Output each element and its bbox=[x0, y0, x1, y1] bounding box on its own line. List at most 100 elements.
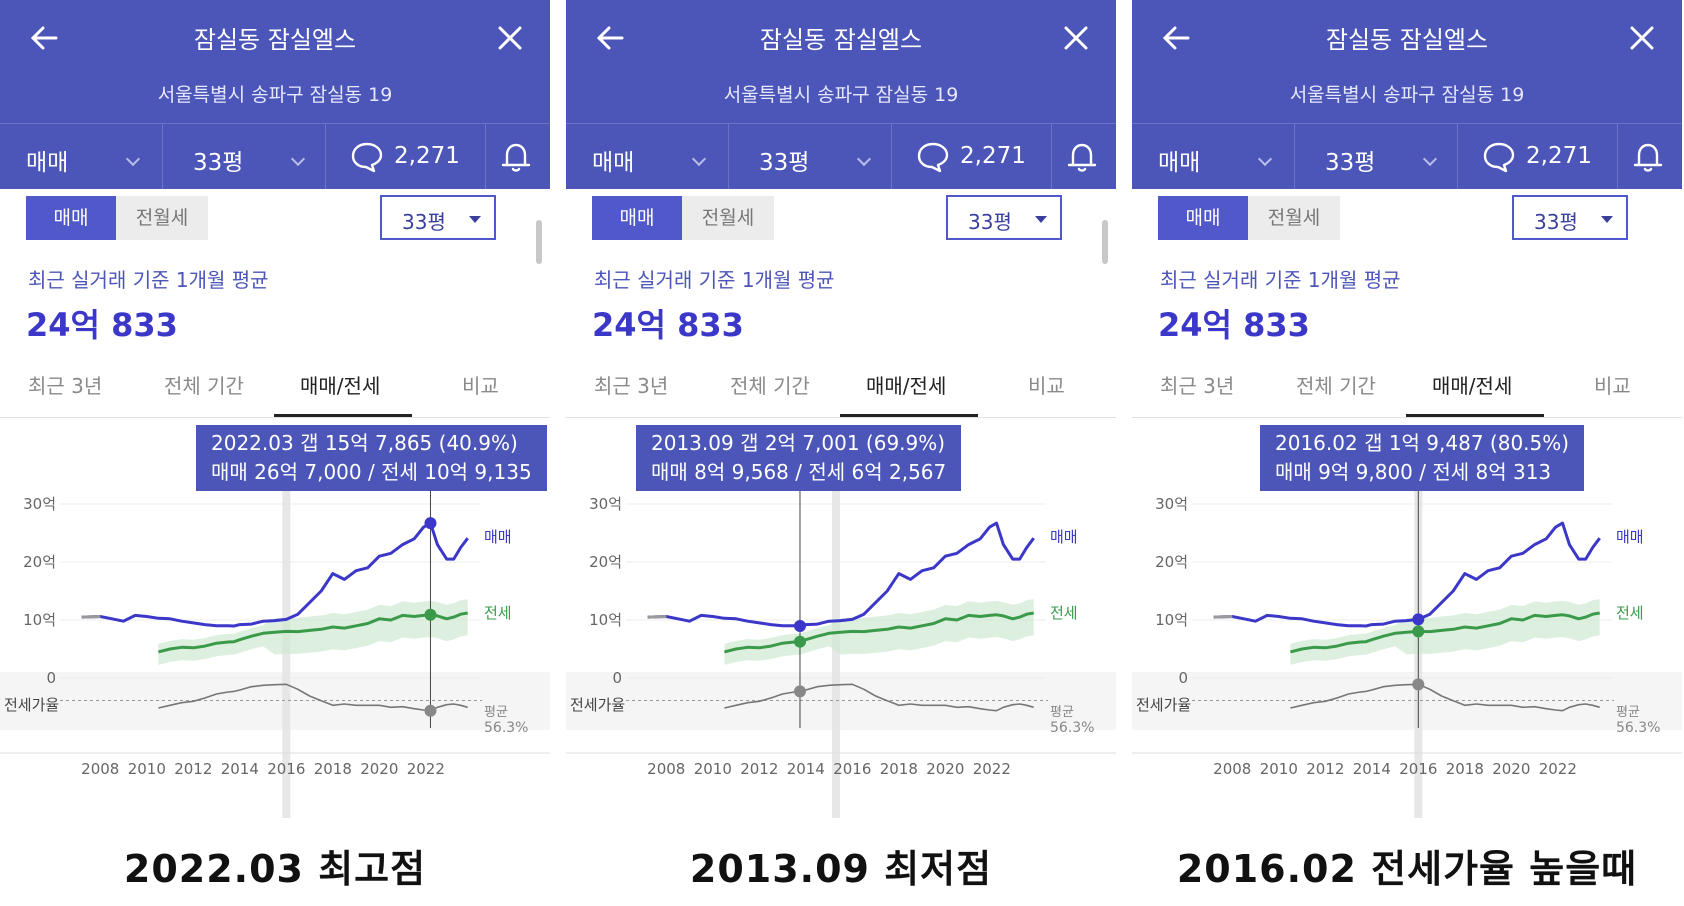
x-tick-label: 2014 bbox=[1353, 760, 1391, 778]
y-tick-label: 30억 bbox=[589, 495, 622, 513]
panel-1: 잠실동 잠실엘스 서울특별시 송파구 잠실동 19 매매 33평 2,271 매… bbox=[0, 0, 550, 820]
tooltip-line-1: 2016.02 갭 1억 9,487 (80.5%) bbox=[1275, 431, 1570, 455]
ratio-band bbox=[566, 672, 1116, 730]
price-chart[interactable]: 30억 20억 10억 0 2008 2010 2012 2014 2016 2018 2020 20… bbox=[1132, 418, 1682, 818]
arrow-left-icon[interactable] bbox=[590, 18, 630, 58]
bell-icon bbox=[501, 143, 531, 172]
close-icon[interactable] bbox=[1622, 18, 1662, 58]
x-tick-label: 2010 bbox=[1260, 760, 1298, 778]
bell-icon bbox=[1633, 143, 1663, 172]
area-select[interactable]: 33평 bbox=[729, 124, 892, 190]
price-chart[interactable]: 30억 20억 10억 0 2008 2010 2012 2014 2016 2018 2020 20… bbox=[0, 418, 550, 818]
toggle-sale[interactable]: 매매 bbox=[26, 196, 116, 240]
tooltip-line-2: 매매 9억 9,800 / 전세 8억 313 bbox=[1275, 460, 1552, 484]
area-select[interactable]: 33평 bbox=[1295, 124, 1458, 190]
trade-type-select[interactable]: 매매 bbox=[0, 124, 163, 190]
jeonse-series-label: 전세 bbox=[1616, 604, 1644, 622]
jeonse-series-label: 전세 bbox=[484, 604, 512, 622]
x-tick-label: 2018 bbox=[314, 760, 352, 778]
sale-series-label: 매매 bbox=[1050, 528, 1078, 546]
price-chart[interactable]: 30억 20억 10억 0 2008 2010 2012 2014 2016 2018 2020 20… bbox=[566, 418, 1116, 818]
address: 서울특별시 송파구 잠실동 19 bbox=[723, 84, 959, 106]
close-icon[interactable] bbox=[490, 18, 530, 58]
y-tick-label: 0 bbox=[1178, 669, 1188, 687]
tab-sale-jeonse[interactable]: 매매/전세 bbox=[300, 374, 381, 398]
notification-button[interactable] bbox=[486, 124, 550, 190]
notification-button[interactable] bbox=[1618, 124, 1682, 190]
speech-bubble-icon bbox=[351, 142, 383, 173]
y-tick-label: 20억 bbox=[1155, 553, 1188, 571]
page-title: 잠실동 잠실엘스 bbox=[1325, 26, 1489, 54]
y-tick-label: 10억 bbox=[589, 611, 622, 629]
jeonse-highlight-point bbox=[424, 608, 437, 621]
page-title: 잠실동 잠실엘스 bbox=[759, 26, 923, 54]
tab-recent-3y[interactable]: 최근 3년 bbox=[1160, 374, 1235, 398]
close-icon[interactable] bbox=[1056, 18, 1096, 58]
trade-type-select[interactable]: 매매 bbox=[1132, 124, 1295, 190]
tab-compare[interactable]: 비교 bbox=[1594, 374, 1631, 398]
tab-all-period[interactable]: 전체 기간 bbox=[1296, 374, 1376, 398]
arrow-left-icon[interactable] bbox=[24, 18, 64, 58]
y-tick-label: 10억 bbox=[1155, 611, 1188, 629]
ratio-average-value: 56.3% bbox=[1616, 720, 1660, 736]
tab-all-period[interactable]: 전체 기간 bbox=[164, 374, 244, 398]
area-select[interactable]: 33평 bbox=[163, 124, 326, 190]
sale-series-label: 매매 bbox=[484, 528, 512, 546]
sale-early-segment bbox=[1213, 615, 1233, 619]
x-tick-label: 2014 bbox=[787, 760, 825, 778]
comment-count: 2,271 bbox=[1526, 143, 1592, 169]
arrow-left-icon[interactable] bbox=[1156, 18, 1196, 58]
trade-type-select[interactable]: 매매 bbox=[566, 124, 729, 190]
chart-tooltip: 2022.03 갭 15억 7,865 (40.9%) 매매 26억 7,000… bbox=[196, 425, 547, 491]
trade-toggle: 매매 전월세 bbox=[26, 196, 208, 240]
toggle-sale[interactable]: 매매 bbox=[1158, 196, 1248, 240]
comments-button[interactable]: 2,271 bbox=[1458, 124, 1618, 190]
y-tick-label: 0 bbox=[46, 669, 56, 687]
x-tick-label: 2012 bbox=[174, 760, 212, 778]
ratio-average-value: 56.3% bbox=[484, 720, 528, 736]
toggle-rent[interactable]: 전월세 bbox=[701, 207, 755, 229]
area-dropdown[interactable]: 33평 bbox=[380, 195, 496, 240]
x-tick-label: 2016 bbox=[1399, 760, 1437, 778]
filter-bar: 매매 33평 2,271 bbox=[566, 123, 1116, 190]
trade-type-value: 매매 bbox=[1158, 150, 1201, 176]
comments-button[interactable]: 2,271 bbox=[326, 124, 486, 190]
x-tick-label: 2020 bbox=[926, 760, 964, 778]
toggle-rent[interactable]: 전월세 bbox=[135, 207, 189, 229]
area-dropdown[interactable]: 33평 bbox=[946, 195, 1062, 240]
y-tick-label: 20억 bbox=[589, 553, 622, 571]
area-value: 33평 bbox=[193, 150, 244, 176]
tab-sale-jeonse[interactable]: 매매/전세 bbox=[866, 374, 947, 398]
scrollbar[interactable] bbox=[1102, 220, 1108, 264]
speech-bubble-icon bbox=[917, 142, 949, 173]
jeonse-range-area bbox=[158, 599, 468, 665]
chevron-down-icon bbox=[1422, 151, 1438, 167]
summary-subtitle: 최근 실거래 기준 1개월 평균 bbox=[1160, 268, 1401, 292]
area-dropdown-value: 33평 bbox=[968, 210, 1012, 234]
tooltip-line-2: 매매 8억 9,568 / 전세 6억 2,567 bbox=[651, 460, 947, 484]
tab-recent-3y[interactable]: 최근 3년 bbox=[28, 374, 103, 398]
area-dropdown[interactable]: 33평 bbox=[1512, 195, 1628, 240]
jeonse-highlight-point bbox=[1412, 625, 1425, 638]
average-price: 24억 833 bbox=[592, 306, 744, 344]
tab-sale-jeonse[interactable]: 매매/전세 bbox=[1432, 374, 1513, 398]
tab-compare[interactable]: 비교 bbox=[462, 374, 499, 398]
tab-compare[interactable]: 비교 bbox=[1028, 374, 1065, 398]
tab-recent-3y[interactable]: 최근 3년 bbox=[594, 374, 669, 398]
active-tab-indicator bbox=[274, 414, 412, 417]
sale-series-line bbox=[81, 521, 469, 628]
filter-bar: 매매 33평 2,271 bbox=[1132, 123, 1682, 190]
sale-highlight-point bbox=[424, 517, 437, 530]
jeonse-series-label: 전세 bbox=[1050, 604, 1078, 622]
average-price: 24억 833 bbox=[1158, 306, 1310, 344]
caret-down-icon bbox=[1601, 216, 1613, 223]
scrollbar[interactable] bbox=[536, 220, 542, 264]
toggle-rent[interactable]: 전월세 bbox=[1267, 207, 1321, 229]
toggle-sale[interactable]: 매매 bbox=[592, 196, 682, 240]
tab-all-period[interactable]: 전체 기간 bbox=[730, 374, 810, 398]
notification-button[interactable] bbox=[1052, 124, 1116, 190]
comments-button[interactable]: 2,271 bbox=[892, 124, 1052, 190]
y-tick-label: 30억 bbox=[23, 495, 56, 513]
area-dropdown-value: 33평 bbox=[402, 210, 446, 234]
ratio-average-label: 평균 bbox=[1050, 705, 1074, 720]
